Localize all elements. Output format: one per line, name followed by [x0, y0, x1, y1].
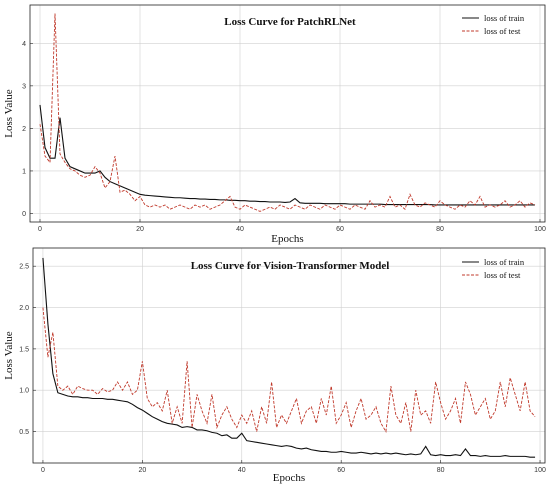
- x-tick-label: 40: [238, 467, 246, 474]
- chart-title: Loss Curve for Vision-Transformer Model: [191, 260, 390, 272]
- legend-label: loss of test: [484, 26, 521, 36]
- legend-label: loss of train: [484, 257, 525, 267]
- y-axis-label: Loss Value: [3, 331, 15, 379]
- patchrlnet-loss-panel: 0 20 40 60 80 100 0 1 2 3 4 Loss Curve for PatchRLN…: [3, 4, 546, 245]
- plot-frame: [29, 4, 546, 223]
- y-axis-label: Loss Value: [3, 89, 15, 137]
- x-tick-label: 20: [138, 467, 146, 474]
- vit-loss-panel: 0 20 40 60 80 100 0.5 1.0 1.5 2.0 2.5 Loss Curve fo…: [3, 247, 546, 484]
- x-axis-label: Epochs: [271, 233, 303, 245]
- x-tick-label: 40: [236, 226, 244, 233]
- plot-area: [30, 5, 545, 222]
- chart-title: Loss Curve for PatchRLNet: [224, 16, 356, 28]
- y-tick-label: 2: [22, 126, 26, 133]
- x-tick-label: 60: [337, 467, 345, 474]
- y-tick-label: 3: [22, 83, 26, 90]
- x-tick-label: 80: [436, 226, 444, 233]
- y-tick-label: 1.0: [19, 388, 29, 395]
- x-tick-label: 100: [534, 226, 546, 233]
- x-tick-label: 0: [38, 226, 42, 233]
- legend-label: loss of test: [484, 270, 521, 280]
- y-tick-label: 1: [22, 168, 26, 175]
- plot-frame: [32, 247, 546, 464]
- y-tick-label: 4: [22, 41, 26, 48]
- series-line-train: [42, 257, 536, 458]
- plot-area: [33, 248, 545, 463]
- x-tick-label: 80: [437, 467, 445, 474]
- y-tick-label: 0: [22, 211, 26, 218]
- y-tick-label: 1.5: [19, 346, 29, 353]
- series-line-test: [39, 13, 536, 212]
- x-tick-label: 0: [41, 467, 45, 474]
- x-tick-label: 100: [534, 467, 546, 474]
- legend-label: loss of train: [484, 13, 525, 23]
- x-axis-label: Epochs: [273, 472, 305, 484]
- x-tick-label: 20: [136, 226, 144, 233]
- y-tick-label: 2.5: [19, 264, 29, 271]
- series-line-test: [42, 307, 536, 433]
- series-line-train: [39, 104, 535, 206]
- x-tick-label: 60: [336, 226, 344, 233]
- y-tick-label: 2.0: [19, 305, 29, 312]
- y-tick-label: 0.5: [19, 429, 29, 436]
